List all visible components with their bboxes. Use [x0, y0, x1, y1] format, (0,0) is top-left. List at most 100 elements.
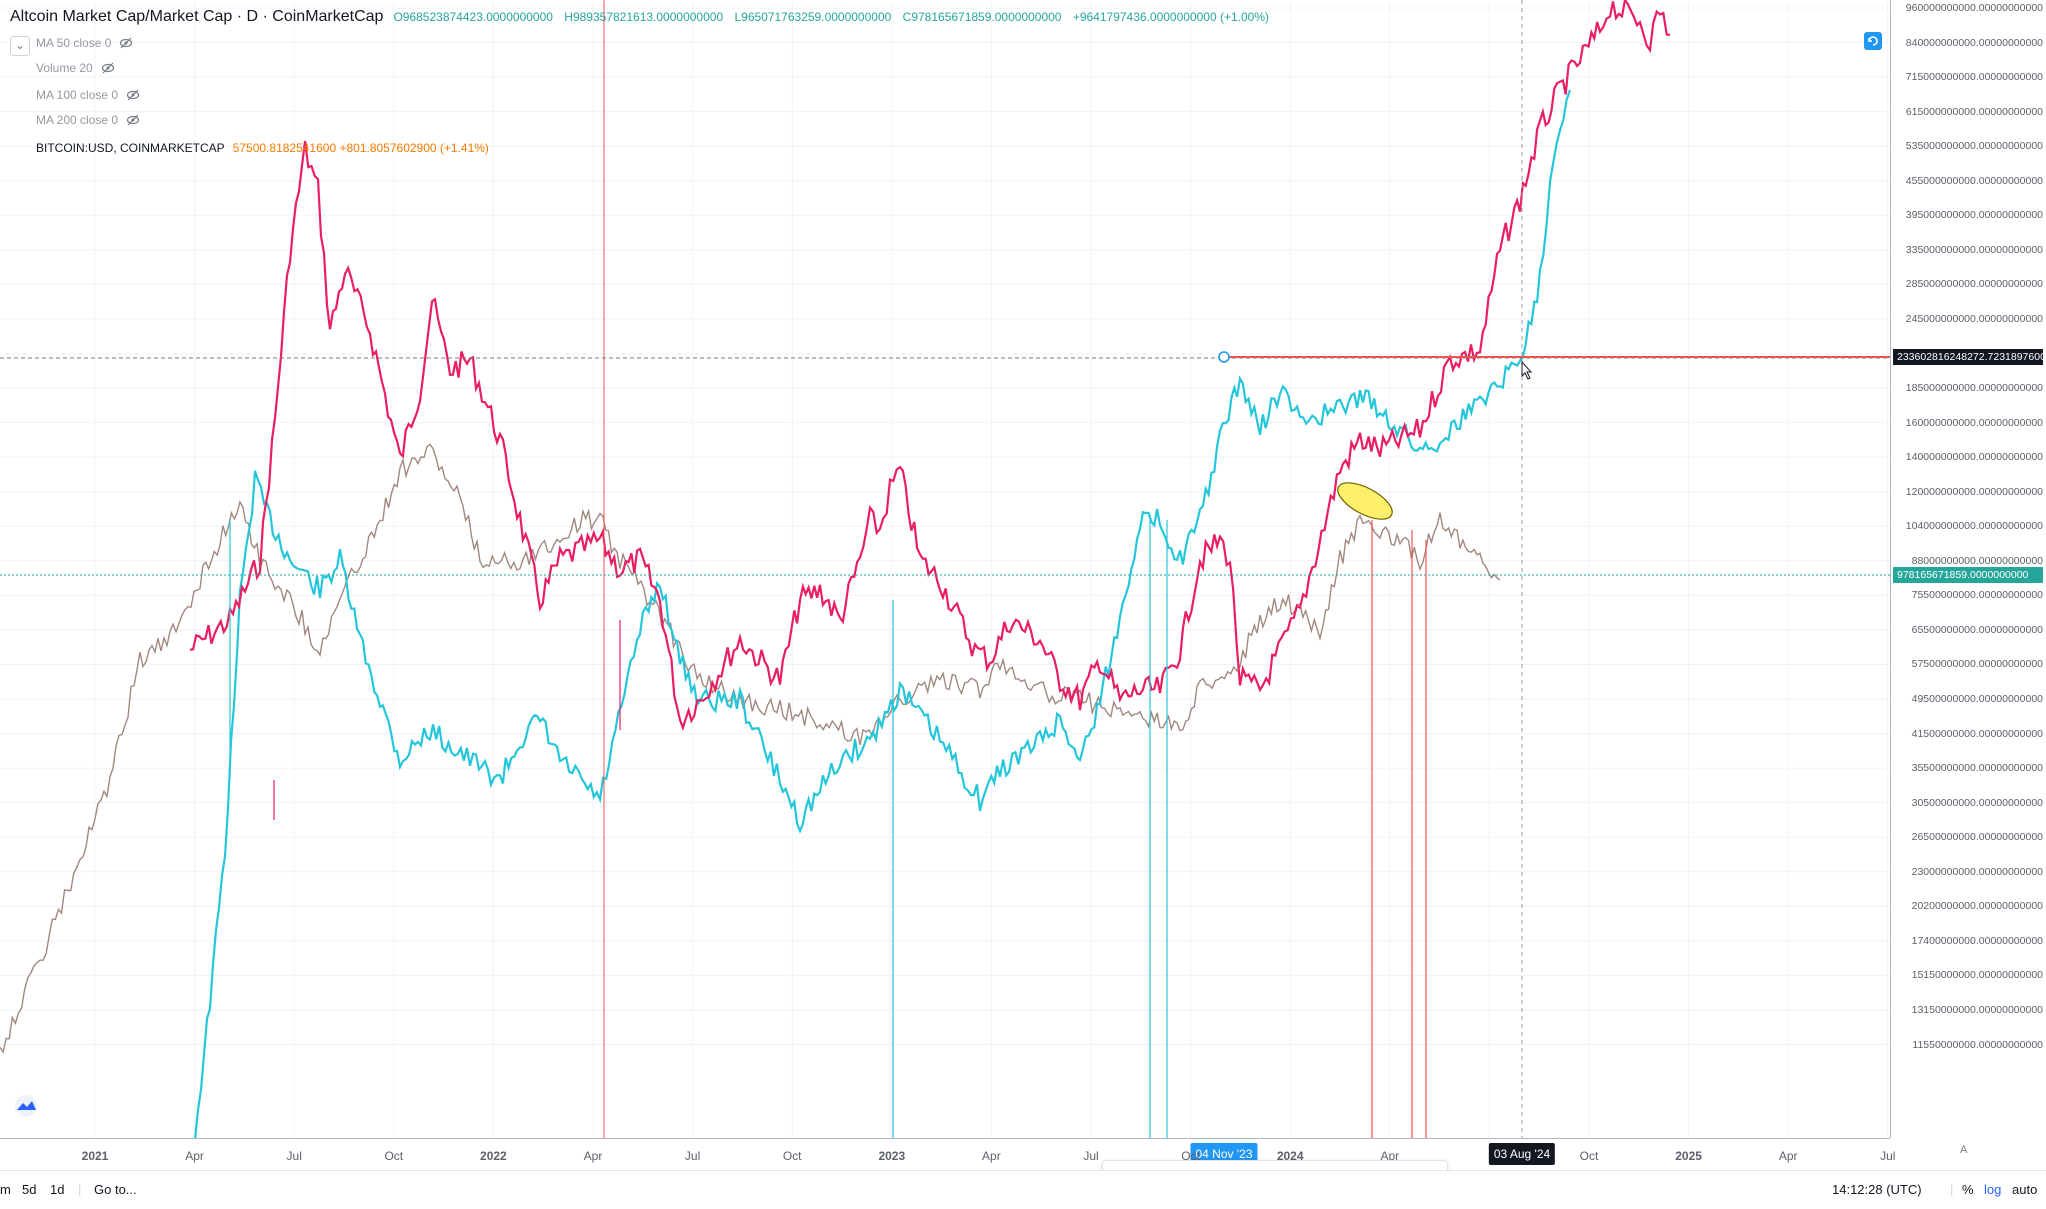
- compare-symbol: BITCOIN:USD, COINMARKETCAP: [36, 141, 225, 155]
- date-badge-start: 04 Nov '23: [1190, 1143, 1258, 1165]
- price-tick-label: 75500000000.00000000000: [1911, 589, 2043, 602]
- price-tick-label: 140000000000.00000000000: [1905, 451, 2043, 464]
- time-tick-label: 2021: [81, 1149, 109, 1163]
- price-tick-label: 160000000000.00000000000: [1905, 416, 2043, 429]
- indicator-volume[interactable]: Volume 20: [36, 61, 115, 75]
- time-tick-label: Apr: [185, 1149, 204, 1163]
- time-tick-label: Apr: [583, 1149, 603, 1163]
- price-tick-label: 88000000000.00000000000: [1911, 554, 2043, 567]
- time-tick-label: Oct: [1579, 1149, 1599, 1163]
- ohlc-open: O968523874423.0000000000: [393, 10, 553, 24]
- separator: |: [78, 1182, 82, 1197]
- time-tick-label: Jul: [1083, 1149, 1099, 1163]
- price-tick-label: 20200000000.00000000000: [1911, 900, 2043, 913]
- bottom-toolbar: m 5d 1d | Go to... 14:12:28 (UTC) | % lo…: [0, 1170, 2046, 1209]
- price-tick-label: 11550000000.00000000000: [1912, 1038, 2043, 1051]
- ohlc-change: +9641797436.0000000000 (+1.00%): [1072, 10, 1270, 24]
- interval-button[interactable]: 1d: [50, 1182, 65, 1197]
- price-tick-label: 26500000000.00000000000: [1911, 831, 2043, 844]
- clock-time: 14:12:28 (UTC): [1832, 1182, 1922, 1197]
- indicator-ma200[interactable]: MA 200 close 0: [36, 113, 140, 127]
- time-tick-label: Jul: [1880, 1149, 1896, 1163]
- time-tick-label: 2023: [878, 1149, 906, 1163]
- spike-lines: [229, 520, 1427, 1138]
- highlight-ellipse[interactable]: [1332, 475, 1397, 526]
- price-tick-label: 120000000000.00000000000: [1905, 485, 2043, 498]
- ohlc-high: H989357821613.0000000000: [564, 10, 724, 24]
- price-tick-label: 615000000000.00000000000: [1905, 105, 2043, 118]
- tradingview-logo-icon[interactable]: [12, 1094, 40, 1118]
- price-tick-label: 15150000000.00000000000: [1911, 969, 2043, 982]
- legend-ohlc: O968523874423.0000000000 H989357821613.0…: [393, 10, 1277, 24]
- last-price-badge: 978165671859.0000000000: [1893, 567, 2043, 583]
- price-tick-label: 35500000000.00000000000: [1911, 762, 2043, 775]
- indicator-label: Volume 20: [36, 61, 93, 75]
- ray-anchor-handle[interactable]: [1218, 351, 1230, 363]
- price-tick-label: 535000000000.00000000000: [1905, 140, 2043, 153]
- time-tick-label: Oct: [782, 1149, 802, 1163]
- time-axis[interactable]: 04 Nov '23 03 Aug '24 A 2021 Apr Jul Oct 202…: [0, 1138, 1967, 1171]
- series-cyan: [193, 89, 1572, 1141]
- legend-title-row: Altcoin Market Cap/Market Cap · D · Coin…: [10, 8, 1277, 26]
- separator: |: [1950, 1182, 1954, 1197]
- date-badge-crosshair: 03 Aug '24: [1488, 1143, 1556, 1165]
- indicator-label: MA 100 close 0: [36, 88, 119, 102]
- indicator-label: MA 200 close 0: [36, 113, 119, 127]
- time-tick-label: Apr: [1380, 1149, 1400, 1163]
- indicator-ma50[interactable]: MA 50 close 0: [36, 36, 133, 50]
- price-tick-label: 49500000000.00000000000: [1911, 693, 2043, 705]
- hline-price-badge: 233602816248272.7231897600: [1893, 349, 2046, 365]
- time-tick-label: Jul: [286, 1149, 302, 1163]
- ohlc-low: L965071763259.0000000000: [734, 10, 892, 24]
- mouse-cursor: [1521, 360, 1533, 380]
- goto-button[interactable]: Go to...: [94, 1182, 137, 1197]
- price-axis[interactable]: 233602816248272.7231897600 978165671859.…: [1890, 0, 2046, 1138]
- price-tick-label: 285000000000.00000000000: [1905, 278, 2043, 291]
- refresh-icon[interactable]: [1864, 32, 1882, 50]
- time-tick-label: Oct: [1181, 1149, 1200, 1163]
- price-tick-label: 104000000000.00000000000: [1905, 520, 2043, 533]
- time-tick-label: Oct: [384, 1149, 404, 1163]
- price-tick-label: 13150000000.00000000000: [1911, 1003, 2043, 1016]
- compare-symbol-row[interactable]: BITCOIN:USD, COINMARKETCAP 57500.8182541…: [36, 141, 489, 155]
- price-tick-label: 17400000000.00000000000: [1911, 934, 2043, 947]
- price-tick-label: 960000000000.00000000000: [1905, 2, 2043, 14]
- time-tick-label: Apr: [982, 1149, 1001, 1163]
- series-brown: [0, 443, 1501, 1054]
- eye-crossed-icon[interactable]: [119, 36, 133, 50]
- price-tick-label: 185000000000.00000000000: [1905, 382, 2043, 395]
- chevron-down-icon: ⌄: [14, 38, 26, 52]
- grid-lines: [0, 0, 1890, 1138]
- legend-collapse-button[interactable]: ⌄: [10, 36, 30, 56]
- price-tick-label: 840000000000.00000000000: [1905, 36, 2043, 49]
- ohlc-close: C978165671859.0000000000: [902, 10, 1062, 24]
- indicator-label: MA 50 close 0: [36, 36, 112, 50]
- time-tick-label: Jul: [684, 1149, 701, 1163]
- interval-button[interactable]: 5d: [22, 1182, 37, 1197]
- eye-crossed-icon[interactable]: [101, 61, 115, 75]
- time-tick-label: Apr: [1778, 1149, 1798, 1163]
- price-tick-label: 30500000000.00000000000: [1911, 796, 2043, 809]
- price-tick-label: 57500000000.00000000000: [1911, 658, 2043, 671]
- price-tick-label: 335000000000.00000000000: [1905, 243, 2043, 256]
- time-tick-label: 2025: [1675, 1149, 1702, 1163]
- eye-crossed-icon[interactable]: [126, 113, 140, 127]
- interval-button[interactable]: m: [0, 1182, 11, 1197]
- auto-scale-button[interactable]: auto: [2012, 1182, 2038, 1197]
- compare-value: 57500.8182541600 +801.8057602900 (+1.41%…: [232, 141, 489, 155]
- series-pink: [189, 0, 1671, 732]
- price-tick-label: 65500000000.00000000000: [1911, 623, 2043, 636]
- auto-scale-corner-button[interactable]: A: [1960, 1144, 1968, 1156]
- time-tick-label: 2024: [1276, 1149, 1304, 1163]
- time-tick-label: 2022: [480, 1149, 507, 1163]
- eye-crossed-icon[interactable]: [126, 88, 140, 102]
- price-tick-label: 41500000000.00000000000: [1911, 727, 2043, 740]
- legend-title[interactable]: Altcoin Market Cap/Market Cap · D · Coin…: [10, 8, 384, 25]
- price-tick-label: 395000000000.00000000000: [1905, 209, 2043, 222]
- price-tick-label: 455000000000.00000000000: [1905, 174, 2043, 187]
- price-tick-label: 245000000000.00000000000: [1905, 312, 2043, 325]
- log-scale-button[interactable]: log: [1984, 1182, 2002, 1197]
- percent-scale-button[interactable]: %: [1962, 1182, 1974, 1197]
- indicator-ma100[interactable]: MA 100 close 0: [36, 88, 140, 102]
